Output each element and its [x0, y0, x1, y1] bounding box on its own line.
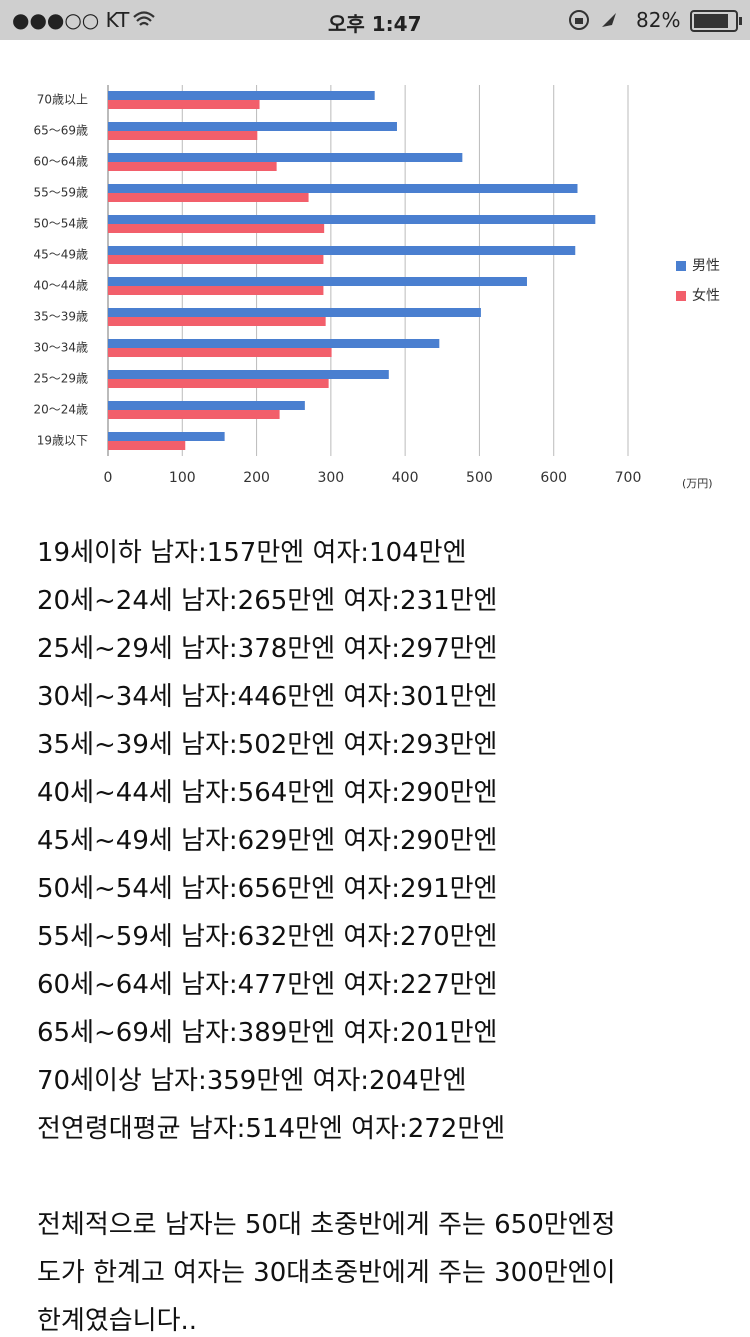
y-tick-label: 40～44歳	[33, 279, 88, 293]
legend-swatch	[676, 291, 686, 301]
bar	[108, 286, 324, 295]
x-tick-label: 500	[466, 470, 493, 486]
bar	[108, 255, 324, 264]
y-tick-label: 35～39歳	[33, 310, 88, 324]
text-line: 19세이하 남자:157만엔 여자:104만엔	[37, 538, 467, 568]
text-line: 50세~54세 남자:656만엔 여자:291만엔	[37, 874, 498, 904]
text-line: 한계였습니다..	[37, 1306, 198, 1336]
text-line: 35세~39세 남자:502만엔 여자:293만엔	[37, 730, 498, 760]
y-tick-label: 25～29歳	[33, 372, 88, 386]
bar	[108, 401, 305, 410]
y-tick-label: 20～24歳	[33, 403, 88, 417]
battery-icon	[690, 10, 742, 32]
text-line: 30세~34세 남자:446만엔 여자:301만엔	[37, 682, 498, 712]
text-line: 65세~69세 남자:389만엔 여자:201만엔	[37, 1018, 498, 1048]
text-line: 70세이상 남자:359만엔 여자:204만엔	[37, 1066, 467, 1096]
battery-percent: 82%	[636, 8, 681, 32]
text-line: 55세~59세 남자:632만엔 여자:270만엔	[37, 922, 498, 952]
x-tick-label: 600	[540, 470, 567, 486]
bar	[108, 91, 375, 100]
x-tick-label: 700	[615, 470, 642, 486]
bar	[108, 348, 332, 357]
text-line: 도가 한계고 여자는 30대초중반에게 주는 300만엔이	[37, 1258, 616, 1288]
bar	[108, 246, 576, 255]
y-tick-label: 65～69歳	[33, 124, 88, 138]
bar	[108, 224, 325, 233]
bar	[108, 379, 329, 388]
x-tick-label: 400	[392, 470, 419, 486]
bar	[108, 162, 277, 171]
bar	[108, 131, 258, 140]
y-tick-label: 55～59歳	[33, 186, 88, 200]
bar	[108, 122, 397, 131]
bar	[108, 308, 481, 317]
bar	[108, 215, 596, 224]
bar	[108, 277, 527, 286]
bar	[108, 193, 309, 202]
y-tick-label: 60～64歳	[33, 155, 88, 169]
bar	[108, 410, 280, 419]
wifi-icon	[133, 11, 155, 26]
bar	[108, 184, 578, 193]
bar	[108, 432, 225, 441]
status-icons	[569, 10, 616, 30]
x-tick-label: 0	[104, 470, 113, 486]
x-unit: (万円)	[682, 477, 713, 490]
text-line: 60세~64세 남자:477만엔 여자:227만엔	[37, 970, 498, 1000]
y-tick-label: 50～54歳	[33, 217, 88, 231]
y-tick-label: 45～49歳	[33, 248, 88, 262]
bar	[108, 339, 440, 348]
legend-label: 男性	[692, 258, 720, 274]
text-line: 20세~24세 남자:265만엔 여자:231만엔	[37, 586, 498, 616]
status-bar: ●●●○○ KT 오후 1:47 82%	[0, 0, 750, 40]
legend-label: 女性	[692, 287, 720, 304]
text-line: 45세~49세 남자:629만엔 여자:290만엔	[37, 826, 498, 856]
x-tick-label: 200	[243, 470, 270, 486]
x-tick-label: 300	[317, 470, 344, 486]
bar	[108, 100, 260, 109]
bar	[108, 370, 389, 379]
y-tick-label: 30～34歳	[33, 341, 88, 355]
text-line: 25세~29세 남자:378만엔 여자:297만엔	[37, 634, 498, 664]
bar	[108, 317, 326, 326]
y-tick-label: 70歳以上	[37, 93, 88, 107]
legend-swatch	[676, 261, 686, 271]
chart: 0 100 200 300 400 500 600 700 (万円) 70歳以上 65～69歳 60～…	[33, 85, 720, 490]
text-line: 전체적으로 남자는 50대 초중반에게 주는 650만엔정	[37, 1210, 616, 1240]
text-line: 전연령대평균 남자:514만엔 여자:272만엔	[37, 1114, 506, 1144]
time: 오후 1:47	[328, 12, 422, 36]
bar	[108, 153, 463, 162]
y-tick-label: 19歳以下	[37, 434, 88, 448]
x-tick-label: 100	[169, 470, 196, 486]
text-line: 40세~44세 남자:564만엔 여자:290만엔	[37, 778, 498, 808]
bar	[108, 441, 186, 450]
carrier: ●●●○○ KT	[12, 8, 130, 32]
